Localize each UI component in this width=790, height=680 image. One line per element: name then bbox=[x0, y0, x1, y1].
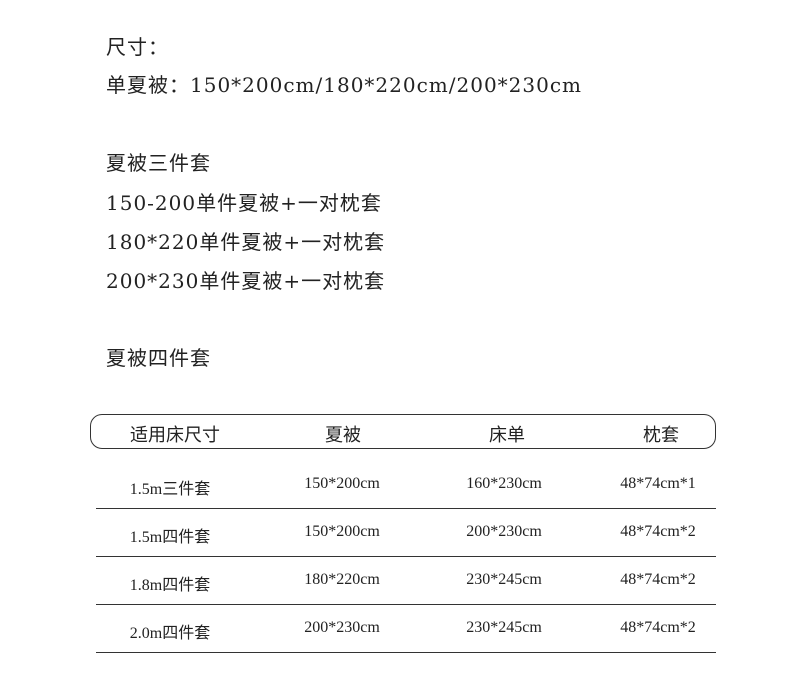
table-cell: 48*74cm*2 bbox=[620, 619, 696, 636]
table-row: 1.8m四件套 180*220cm 230*245cm 48*74cm*2 bbox=[96, 556, 716, 605]
header-quilt: 夏被 bbox=[325, 425, 361, 446]
three-piece-item: 180*220单件夏被+一对枕套 bbox=[106, 230, 386, 254]
table-cell: 180*220cm bbox=[304, 571, 380, 588]
table-cell: 160*230cm bbox=[466, 475, 542, 492]
table-cell: 1.5m四件套 bbox=[129, 529, 211, 546]
table-cell: 48*74cm*1 bbox=[620, 475, 696, 492]
three-piece-item: 200*230单件夏被+一对枕套 bbox=[106, 269, 386, 293]
table-cell: 48*74cm*2 bbox=[620, 571, 696, 588]
table-row: 1.5m四件套 150*200cm 200*230cm 48*74cm*2 bbox=[96, 508, 716, 557]
table-header: 适用床尺寸 夏被 床单 枕套 bbox=[90, 414, 716, 449]
single-quilt-sizes: 单夏被：150*200cm/180*220cm/200*230cm bbox=[106, 73, 583, 97]
table-row: 2.0m四件套 200*230cm 230*245cm 48*74cm*2 bbox=[96, 604, 716, 653]
table-cell: 230*245cm bbox=[466, 571, 542, 588]
size-label: 尺寸： bbox=[106, 35, 169, 59]
table-cell: 1.5m三件套 bbox=[129, 481, 211, 498]
header-pillowcase: 枕套 bbox=[643, 425, 679, 446]
table-cell: 150*200cm bbox=[304, 475, 380, 492]
header-bed-size: 适用床尺寸 bbox=[130, 425, 220, 446]
table-cell: 230*245cm bbox=[466, 619, 542, 636]
three-piece-item: 150-200单件夏被+一对枕套 bbox=[106, 191, 382, 215]
table-cell: 150*200cm bbox=[304, 523, 380, 540]
table-cell: 200*230cm bbox=[304, 619, 380, 636]
table-cell: 200*230cm bbox=[466, 523, 542, 540]
table-cell: 1.8m四件套 bbox=[129, 577, 211, 594]
three-piece-title: 夏被三件套 bbox=[106, 151, 211, 175]
four-piece-title: 夏被四件套 bbox=[106, 346, 211, 370]
table-cell: 48*74cm*2 bbox=[620, 523, 696, 540]
header-sheet: 床单 bbox=[489, 425, 525, 446]
table-row: 1.5m三件套 150*200cm 160*230cm 48*74cm*1 bbox=[96, 460, 716, 509]
table-cell: 2.0m四件套 bbox=[129, 625, 211, 642]
